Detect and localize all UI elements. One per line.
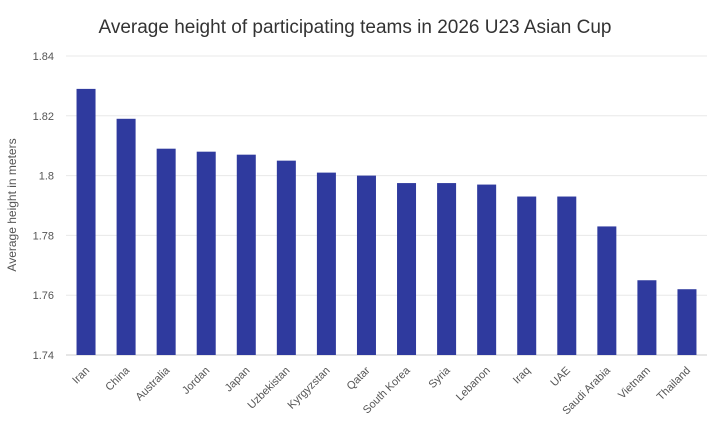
x-axis-ticks: Iran China Australia Jordan JapanUzbekistanK…: [70, 364, 693, 417]
x-tick-label: Lebanon: [454, 365, 493, 404]
x-tick-label: UAE: [548, 365, 572, 389]
bar-australia: [156, 148, 176, 355]
bar-iraq: [517, 196, 537, 355]
bar-vietnam: [637, 280, 657, 355]
y-axis-ticks: 1.74 1.76 1.78 1.8 1.82 1.84: [33, 51, 54, 362]
bar-iran: [76, 88, 96, 355]
x-tick-label: China: [103, 364, 132, 393]
watermark-logo: 大圣撩球: [622, 399, 703, 423]
bar-lebanon: [477, 184, 497, 355]
y-tick-label: 1.78: [33, 230, 54, 242]
x-tick-label: Australia: [134, 364, 173, 403]
bar-kyrgyzstan: [316, 172, 336, 355]
y-tick-label: 1.74: [33, 350, 54, 362]
bar-jordan: [196, 151, 216, 355]
bar-saudi-arabia: [597, 226, 617, 355]
x-tick-label: Iran: [70, 365, 92, 387]
bar-south-korea: [397, 183, 417, 355]
bar-syria: [437, 183, 457, 355]
bar-uzbekistan: [276, 160, 296, 355]
bar-japan: [236, 154, 256, 355]
bar-thailand: [677, 289, 697, 355]
x-tick-label: Syria: [427, 364, 454, 391]
bar-uae: [557, 196, 577, 355]
bars: [76, 88, 697, 355]
x-tick-label: Kyrgyzstan: [286, 365, 333, 412]
x-tick-label: Vietnam: [616, 365, 653, 402]
bar-qatar: [356, 175, 376, 355]
x-tick-label: Qatar: [345, 364, 373, 392]
x-tick-label: Japan: [223, 365, 253, 395]
y-tick-label: 1.8: [39, 171, 54, 183]
y-tick-label: 1.84: [33, 51, 54, 63]
y-axis-label: Average height in meters: [5, 138, 19, 271]
y-tick-label: 1.76: [33, 290, 54, 302]
x-tick-label: Thailand: [655, 365, 693, 403]
bar-china: [116, 118, 136, 355]
chart-title: Average height of participating teams in…: [99, 17, 612, 38]
x-tick-label: Iraq: [511, 365, 533, 387]
x-tick-label: Uzbekistan: [245, 365, 292, 412]
y-tick-label: 1.82: [33, 111, 54, 123]
x-tick-label: Jordan: [180, 365, 212, 397]
